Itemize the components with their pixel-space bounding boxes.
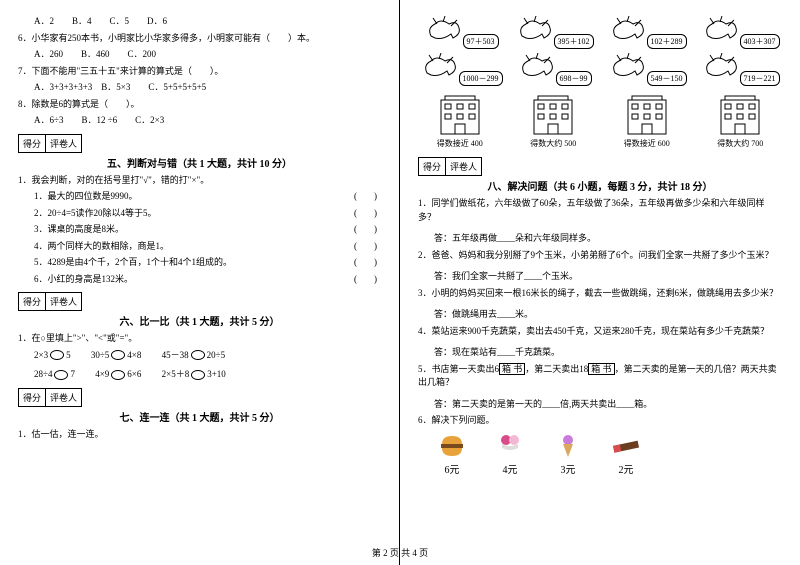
compare-row: 28÷47 4×96×6 2×5＋83+10 bbox=[18, 368, 381, 382]
burger-icon bbox=[438, 434, 466, 458]
q7: 7．下面不能用"三五十五"来计算的算式是（ ）。 bbox=[18, 65, 381, 79]
dove-item: 1000－299 bbox=[418, 53, 503, 86]
q8-3: 3．小明的妈妈买回来一根16米长的绳子，截去一些做跳绳，还剩6米，做跳绳用去多少… bbox=[418, 287, 782, 301]
dove-item: 698－99 bbox=[511, 53, 596, 86]
compare-row: 2×35 30÷54×8 45－3820÷5 bbox=[18, 349, 381, 363]
building-icon bbox=[622, 94, 672, 136]
q6: 6．小华家有250本书，小明家比小华家多得多，小明家可能有（ ）本。 bbox=[18, 32, 381, 46]
right-column: 97＋503 395＋102 102＋289 403＋307 1000－299 … bbox=[400, 0, 800, 565]
q8-5: 5．书店第一天卖出6箱 书，第二天卖出18箱 书，第二天卖的是第一天的几倍？两天… bbox=[418, 363, 782, 390]
sec5-item: 5．4289是由4个千，2个百，1个十和4个1组成的。( ) bbox=[18, 256, 381, 270]
score-label: 得分 bbox=[18, 134, 46, 153]
blank-circle bbox=[54, 370, 68, 380]
dove-item: 395＋102 bbox=[511, 16, 596, 49]
blank-circle bbox=[191, 350, 205, 360]
blank-circle bbox=[111, 370, 125, 380]
sec5-item: 1．最大的四位数是9990。( ) bbox=[18, 190, 381, 204]
opts8: A．6÷3 B．12 ÷6 C．2×3 bbox=[18, 114, 381, 128]
score-box-6: 得分 评卷人 bbox=[18, 292, 381, 311]
blank-circle bbox=[191, 370, 205, 380]
dove-item: 719－221 bbox=[697, 53, 782, 86]
a8-1: 答：五年级再做____朵和六年级同样多。 bbox=[418, 232, 782, 246]
doves-row1: 97＋503 395＋102 102＋289 403＋307 bbox=[418, 16, 782, 49]
left-column: A．2 B．4 C．5 D．6 6．小华家有250本书，小明家比小华家多得多，小… bbox=[0, 0, 400, 565]
sec8-title: 八、解决问题（共 6 小题，每题 3 分，共计 18 分） bbox=[418, 178, 782, 193]
a8-5: 答：第二天卖的是第一天的____倍,两天共卖出____箱。 bbox=[418, 398, 782, 412]
score-box-7: 得分 评卷人 bbox=[18, 388, 381, 407]
a8-3: 答：做跳绳用去____米。 bbox=[418, 308, 782, 322]
sec5-item: 3．课桌的高度是8米。( ) bbox=[18, 223, 381, 237]
q8-1: 1．同学们做纸花，六年级做了60朵，五年级做了36朵，五年级再做多少朵和六年级同… bbox=[418, 197, 782, 224]
sec5-item: 6．小红的身高是132米。( ) bbox=[18, 273, 381, 287]
dove-icon bbox=[423, 16, 463, 44]
chocolate-icon bbox=[612, 434, 640, 458]
q8: 8．除数是6的算式是（ ）。 bbox=[18, 98, 381, 112]
building-item: 得数接近 600 bbox=[622, 94, 672, 149]
score-box-5: 得分 评卷人 bbox=[18, 134, 381, 153]
score-box-8: 得分 评卷人 bbox=[418, 157, 782, 176]
building-icon bbox=[715, 94, 765, 136]
blank-circle bbox=[50, 350, 64, 360]
opts7: A．3+3+3+3+3 B．5×3 C．5+5+5+5+5 bbox=[18, 81, 381, 95]
building-icon bbox=[528, 94, 578, 136]
sec6-title: 六、比一比（共 1 大题，共计 5 分） bbox=[18, 313, 381, 328]
sec7-title: 七、连一连（共 1 大题，共计 5 分） bbox=[18, 409, 381, 424]
page-footer: 第 2 页 共 4 页 bbox=[0, 546, 800, 559]
q8-6: 6．解决下列问题。 bbox=[418, 414, 782, 428]
a8-4: 答：现在菜站有____千克蔬菜。 bbox=[418, 346, 782, 360]
q8-4: 4．菜站运来900千克蔬菜，卖出去450千克，又运来280千克，现在菜站有多少千… bbox=[418, 325, 782, 339]
dove-icon bbox=[700, 53, 740, 81]
sec5-intro: 1．我会判断，对的在括号里打"√"，错的打"×"。 bbox=[18, 174, 381, 188]
opts5: A．2 B．4 C．5 D．6 bbox=[18, 15, 381, 29]
dove-icon bbox=[700, 16, 740, 44]
q8-2: 2．爸爸、妈妈和我分别掰了9个玉米，小弟弟掰了6个。问我们全家一共掰了多少个玉米… bbox=[418, 249, 782, 263]
dove-icon bbox=[516, 53, 556, 81]
dove-item: 97＋503 bbox=[418, 16, 503, 49]
sec5-item: 4．两个同样大的数相除，商是1。( ) bbox=[18, 240, 381, 254]
a8-2: 答：我们全家一共掰了____个玉米。 bbox=[418, 270, 782, 284]
dove-icon bbox=[514, 16, 554, 44]
icecream-icon bbox=[496, 434, 524, 458]
food-bar: 2元 bbox=[612, 434, 640, 476]
building-item: 得数大约 700 bbox=[715, 94, 765, 149]
sec5-item: 2．20÷4=5读作20除以4等于5。( ) bbox=[18, 207, 381, 221]
sec7-intro: 1．估一估，连一连。 bbox=[18, 428, 381, 442]
sec5-title: 五、判断对与错（共 1 大题，共计 10 分） bbox=[18, 155, 381, 170]
doves-row2: 1000－299 698－99 549－150 719－221 bbox=[418, 53, 782, 86]
dove-icon bbox=[607, 53, 647, 81]
cone-icon bbox=[554, 434, 582, 458]
blank-circle bbox=[111, 350, 125, 360]
dove-item: 549－150 bbox=[604, 53, 689, 86]
dove-icon bbox=[607, 16, 647, 44]
building-item: 得数接近 400 bbox=[435, 94, 485, 149]
food-icecream: 4元 bbox=[496, 434, 524, 476]
food-cone: 3元 bbox=[554, 434, 582, 476]
dove-icon bbox=[419, 53, 459, 81]
food-row: 6元 4元 3元 2元 bbox=[438, 434, 782, 476]
sec6-intro: 1．在○里填上">"、"<"或"="。 bbox=[18, 332, 381, 346]
buildings-row: 得数接近 400 得数大约 500 得数接近 600 得数大约 700 bbox=[418, 94, 782, 149]
grader-label: 评卷人 bbox=[46, 134, 82, 153]
building-item: 得数大约 500 bbox=[528, 94, 578, 149]
food-burger: 6元 bbox=[438, 434, 466, 476]
opts6: A．260 B．460 C．200 bbox=[18, 48, 381, 62]
dove-item: 102＋289 bbox=[604, 16, 689, 49]
building-icon bbox=[435, 94, 485, 136]
dove-item: 403＋307 bbox=[697, 16, 782, 49]
